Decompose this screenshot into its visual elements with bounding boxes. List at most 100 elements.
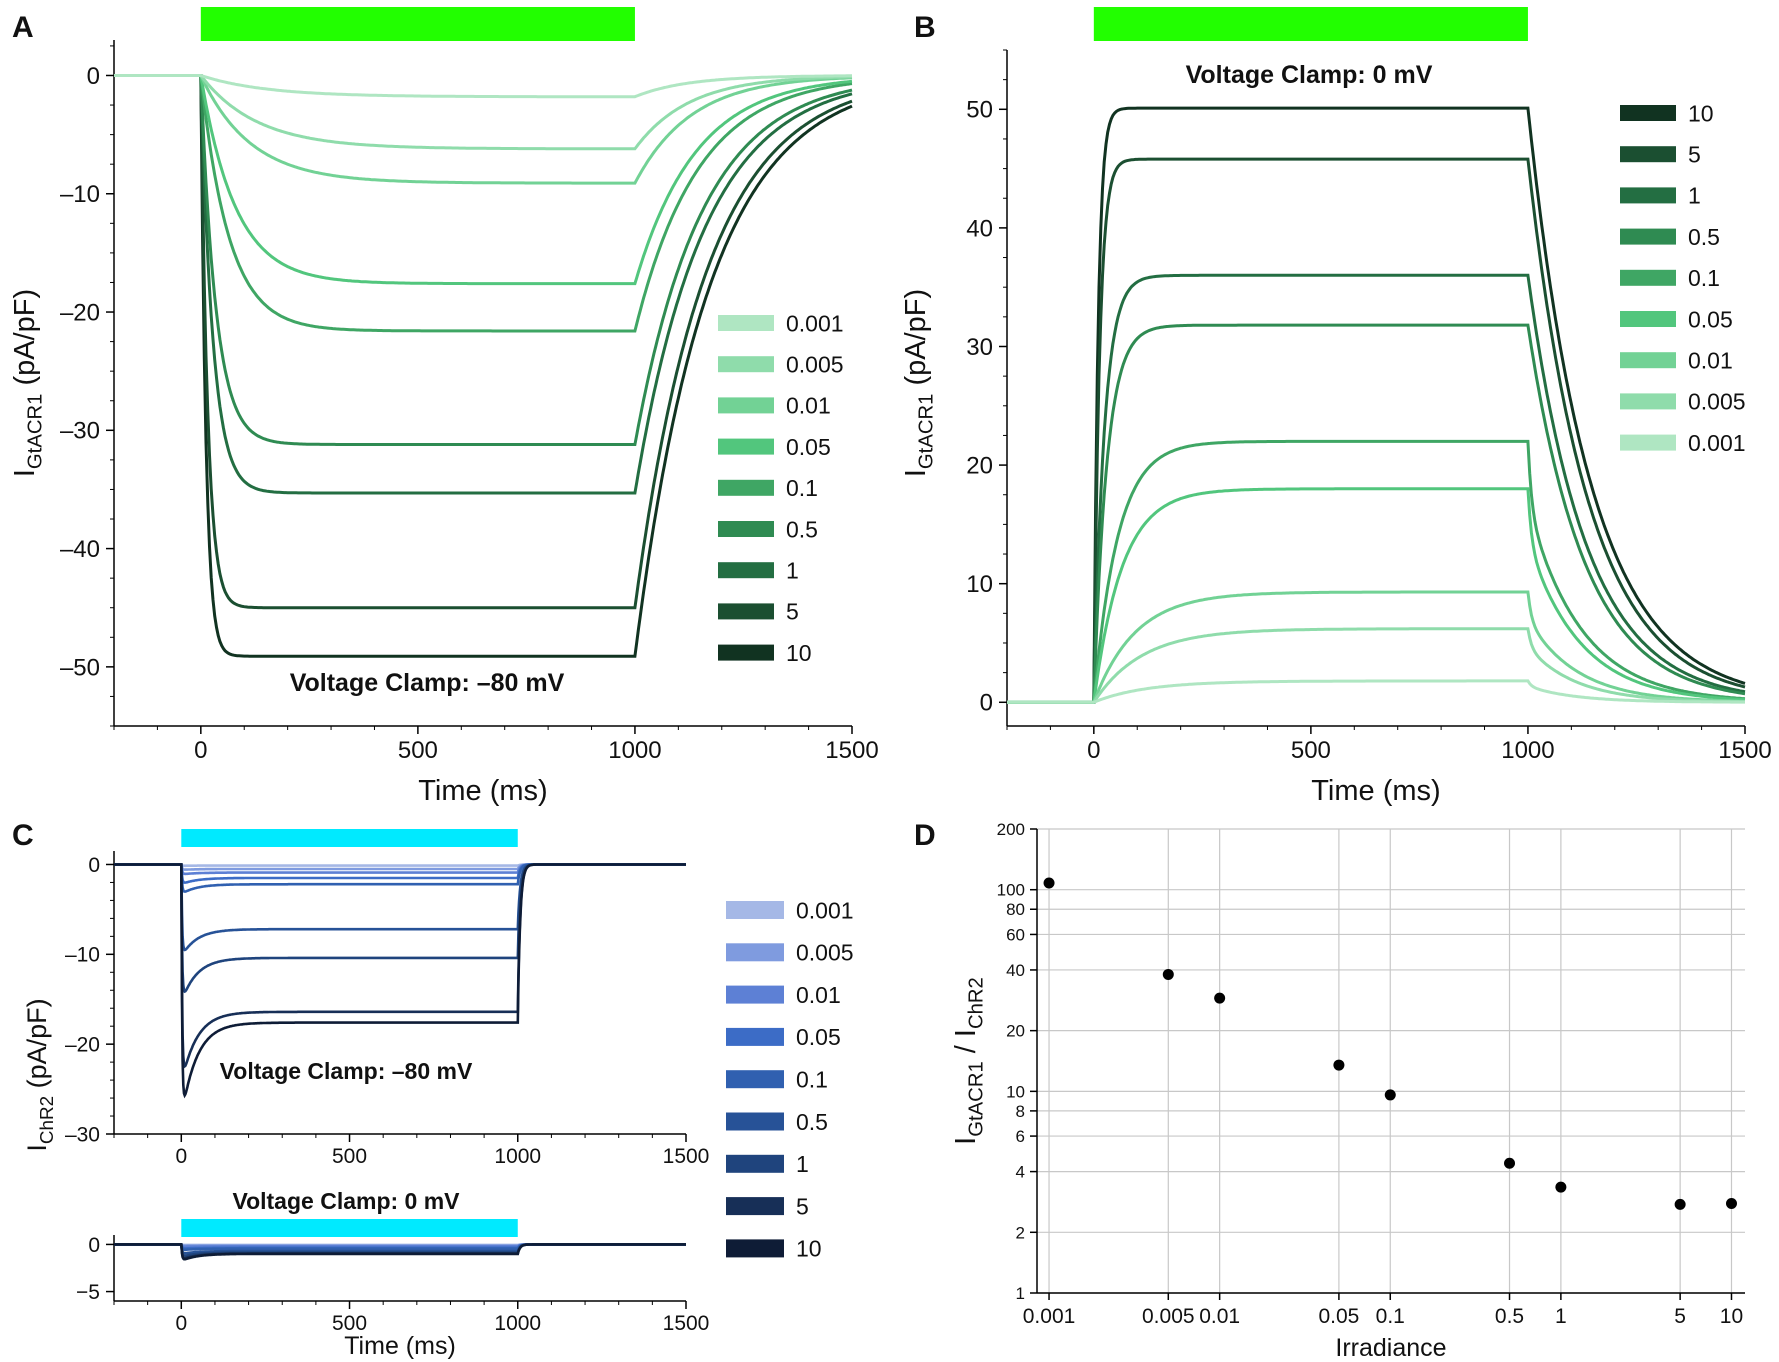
y-tick-label: –50 (60, 654, 100, 681)
panel-B-legend-swatch (1620, 434, 1676, 451)
panel-A-legend-label: 0.1 (786, 475, 818, 501)
trace-10 (114, 1243, 686, 1261)
panel-B-legend-label: 5 (1688, 141, 1701, 167)
panel-c-legend-swatch (726, 1197, 784, 1216)
panel-b: 0 500 1000 1500 0 10 20 30 40 50 10 5 1 0.5 0.1 0.05 0.0… (900, 7, 1772, 807)
x-tick-label: 0.001 (1023, 1305, 1076, 1328)
panel-A-legend-swatch (718, 397, 774, 414)
trace-10 (114, 74, 853, 658)
y-tick-label: 10 (1006, 1082, 1025, 1101)
panel-c-legend-label: 0.005 (796, 940, 854, 966)
y-axis-label: IGtACR1 / IChR2 (950, 977, 987, 1145)
data-point (1725, 1197, 1737, 1209)
trace-5 (114, 74, 853, 610)
stimulus-bar (200, 7, 635, 41)
panel-A-legend-label: 10 (786, 640, 812, 666)
y-tick-label: –30 (60, 418, 100, 445)
data-point (1214, 992, 1226, 1004)
y-tick-label: 50 (966, 97, 993, 124)
y-tick-label: 6 (1016, 1127, 1025, 1146)
trace-5 (114, 863, 686, 1069)
panel-c-legend-swatch (726, 901, 784, 919)
data-point (1333, 1059, 1345, 1071)
panel-B-legend-swatch (1620, 146, 1676, 163)
x-tick-label: 1500 (663, 1312, 710, 1335)
panel-label: A (12, 11, 34, 44)
trace-0.001 (114, 74, 852, 99)
y-tick-label: 100 (997, 881, 1025, 900)
panel-B-legend-label: 10 (1688, 100, 1714, 126)
trace-1 (1007, 273, 1746, 704)
x-tick-label: 5 (1674, 1305, 1686, 1328)
y-tick-label: 30 (966, 334, 993, 361)
panel-B-legend-label: 0.01 (1688, 347, 1733, 373)
x-axis-label: Time (ms) (344, 1332, 456, 1360)
panel-label: D (914, 819, 936, 852)
panel-c-legend-label: 10 (796, 1236, 822, 1262)
panel-c-legend-swatch (726, 1154, 784, 1173)
panel-c: 0 500 1000 1500 0 –10 –20 –30 0 500 1000 1500 0 −5 Vol… (12, 819, 854, 1360)
y-tick-label: 20 (966, 452, 993, 479)
y-axis-label: IChR2 (pA/pF) (22, 998, 58, 1151)
y-tick-label: 8 (1016, 1102, 1025, 1121)
x-tick-label: 0.01 (1199, 1305, 1240, 1328)
trace-10 (114, 863, 686, 1099)
panel-c-legend-label: 5 (796, 1193, 809, 1219)
y-tick-label: 80 (1006, 900, 1025, 919)
x-tick-label: 0 (175, 1312, 187, 1335)
y-tick-label: 60 (1006, 925, 1025, 944)
panel-A-legend-swatch (718, 603, 774, 620)
panel-B-legend-label: 0.5 (1688, 224, 1720, 250)
y-tick-label: –10 (60, 181, 100, 208)
trace-0.005 (114, 74, 853, 151)
panel-A-legend-label: 0.5 (786, 516, 818, 542)
panel-B-legend-label: 0.1 (1688, 265, 1720, 291)
data-point (1162, 968, 1174, 980)
panel-A-legend-label: 0.01 (786, 393, 831, 419)
panel-c-legend-label: 0.001 (796, 897, 854, 923)
stimulus-bar (181, 1219, 518, 1237)
panel-A-legend-label: 0.005 (786, 351, 844, 377)
trace-0.005 (1007, 627, 1745, 704)
panel-c-legend-label: 0.1 (796, 1066, 828, 1092)
trace-0.05 (114, 74, 853, 286)
x-tick-label: 10 (1720, 1305, 1743, 1328)
panel-A-legend-swatch (718, 479, 774, 496)
panel-A-legend-swatch (718, 356, 774, 373)
data-point (1384, 1089, 1396, 1101)
x-tick-label: 1500 (825, 737, 878, 764)
x-tick-label: 0 (194, 737, 207, 764)
panel-B-legend-swatch (1620, 105, 1676, 121)
panel-B-legend-swatch (1620, 311, 1676, 327)
trace-0.01 (114, 74, 853, 185)
panel-d: 0.001 0.005 0.01 0.05 0.1 0.5 1 5 10124681020406… (914, 819, 1745, 1362)
panel-B-legend-label: 1 (1688, 183, 1701, 209)
y-tick-label: 20 (1006, 1022, 1025, 1041)
trace-10 (1007, 106, 1746, 704)
y-tick-label: 2 (1016, 1223, 1025, 1242)
x-tick-label: 500 (332, 1145, 367, 1168)
panel-A-legend-label: 5 (786, 599, 799, 625)
x-tick-label: 0.5 (1495, 1305, 1524, 1328)
x-tick-label: 500 (332, 1312, 367, 1335)
panel-A-legend-swatch (718, 315, 774, 331)
panel-A-legend-swatch (718, 644, 774, 661)
trace-0.1 (114, 74, 853, 333)
panel-B-legend-swatch (1620, 228, 1676, 245)
panel-B-legend-swatch (1620, 393, 1676, 410)
y-tick-label: 0 (980, 690, 993, 717)
clamp-annotation: Voltage Clamp: 0 mV (1186, 61, 1433, 89)
panel-B-legend-swatch (1620, 352, 1676, 369)
y-tick-label: –30 (65, 1123, 100, 1146)
panel-c-legend-label: 0.01 (796, 982, 841, 1008)
panel-B-legend-swatch (1620, 269, 1676, 286)
stimulus-bar (1093, 7, 1528, 41)
y-tick-label: 1 (1016, 1284, 1025, 1303)
clamp-annotation: Voltage Clamp: 0 mV (232, 1188, 460, 1214)
y-tick-label: 0 (88, 854, 100, 877)
x-tick-label: 0 (175, 1145, 187, 1168)
trace-0.001 (1007, 679, 1745, 704)
trace-0.5 (1007, 323, 1746, 704)
y-tick-label: 10 (966, 571, 993, 598)
data-point (1504, 1157, 1516, 1169)
